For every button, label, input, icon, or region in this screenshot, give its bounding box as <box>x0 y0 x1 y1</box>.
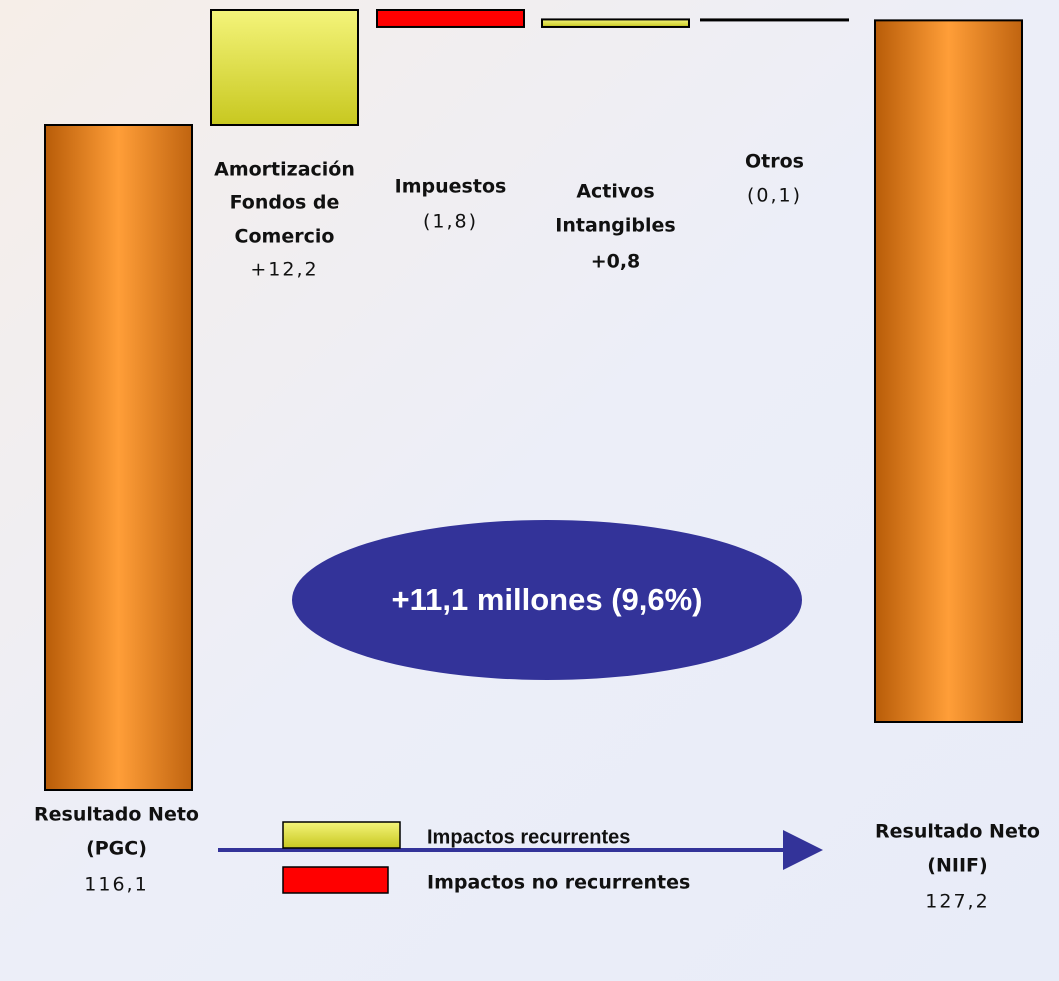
annotation-ellipse <box>292 520 802 680</box>
category-label: Comercio <box>235 226 335 248</box>
bar <box>376 9 525 28</box>
category-label: Fondos de <box>230 192 340 214</box>
legend-label: Impactos recurrentes <box>427 826 630 848</box>
category-label: Activos <box>576 181 654 203</box>
value-label: (0,1) <box>747 185 802 207</box>
value-label: (1,8) <box>423 211 478 233</box>
category-label: Intangibles <box>555 215 675 237</box>
bar <box>874 19 1023 724</box>
legend-swatch <box>282 821 401 849</box>
category-label: (NIIF) <box>927 855 987 877</box>
category-label: (PGC) <box>86 838 147 860</box>
value-label: +0,8 <box>591 251 641 273</box>
legend-swatch <box>282 866 389 894</box>
bar <box>541 18 690 28</box>
bar <box>700 18 849 22</box>
legend-label: Impactos no recurrentes <box>427 872 690 894</box>
value-label: 116,1 <box>84 874 148 896</box>
value-label: +12,2 <box>250 259 318 281</box>
bar <box>210 9 359 126</box>
value-label: 127,2 <box>925 891 989 913</box>
annotation: +11,1 millones (9,6%) <box>391 582 702 617</box>
category-label: Resultado Neto <box>875 821 1040 843</box>
category-label: Resultado Neto <box>34 804 199 826</box>
category-label: Otros <box>745 151 804 173</box>
bar <box>44 124 193 791</box>
category-label: Impuestos <box>395 176 507 198</box>
category-label: Amortización <box>214 159 355 181</box>
